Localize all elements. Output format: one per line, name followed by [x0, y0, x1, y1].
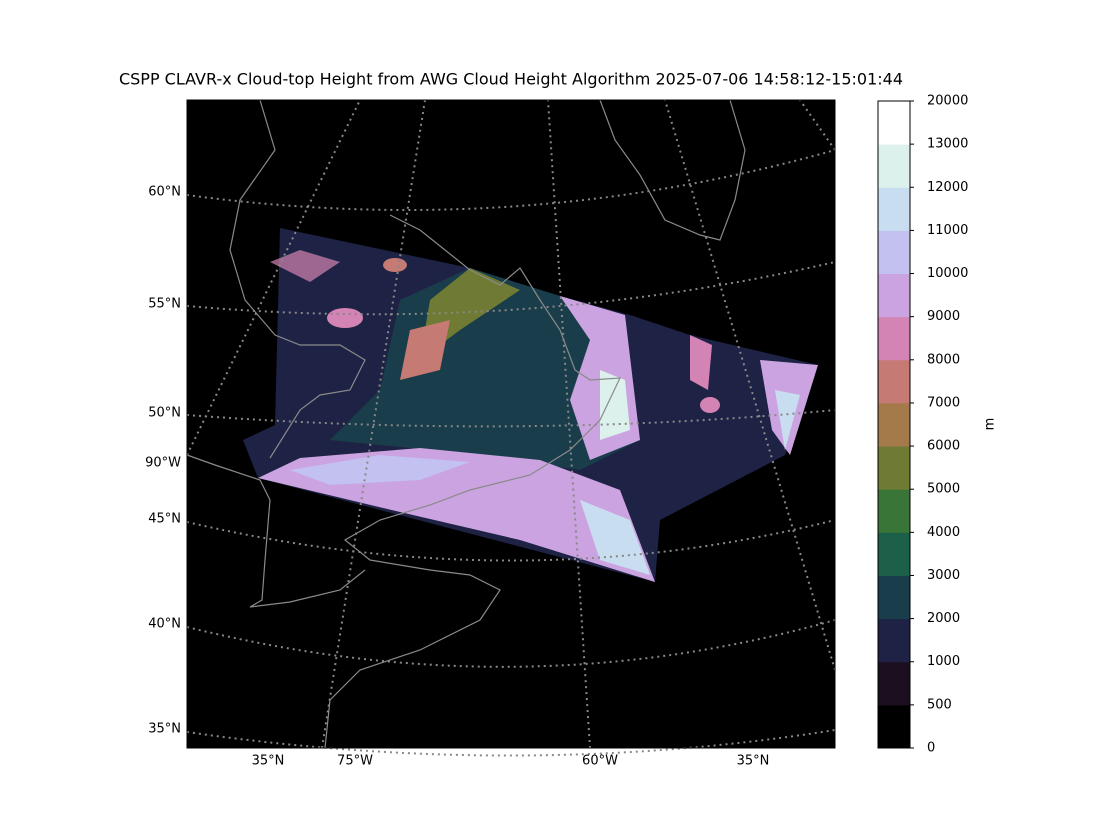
colorbar-segment	[878, 446, 910, 490]
map-frame	[186, 99, 836, 749]
lon-label: 35°N	[252, 754, 285, 769]
map	[186, 99, 836, 757]
lat-label: 50°N	[148, 406, 181, 421]
cloud-swath	[243, 228, 818, 582]
colorbar-tick-label: 11000	[927, 223, 968, 238]
colorbar-segment	[878, 316, 910, 361]
colorbar-tick-label: 9000	[927, 309, 960, 324]
colorbar-tick-label: 1000	[927, 654, 960, 669]
colorbar-segment	[878, 489, 910, 533]
graticule	[186, 99, 836, 757]
colorbar-segment	[878, 230, 910, 275]
lat-label: 40°N	[148, 617, 181, 632]
lat-label: 55°N	[148, 297, 181, 312]
colorbar-tick-label: 12000	[927, 180, 968, 195]
colorbar-tick-label: 4000	[927, 525, 960, 540]
lon-label: 75°W	[337, 754, 373, 769]
colorbar-tick-label: 8000	[927, 352, 960, 367]
colorbar-segment	[878, 187, 910, 231]
lat-label: 35°N	[148, 722, 181, 737]
colorbar-segment	[878, 101, 910, 145]
colorbar-label: m	[983, 418, 998, 431]
colorbar-segment	[878, 144, 910, 188]
colorbar-tick-label: 3000	[927, 568, 960, 583]
colorbar-tick-label: 6000	[927, 439, 960, 454]
colorbar-tick-label: 13000	[927, 137, 968, 152]
colorbar-tick-label: 7000	[927, 395, 960, 410]
colorbar-tick-label: 20000	[927, 94, 968, 109]
coastlines	[186, 99, 746, 749]
lat-label: 60°N	[148, 185, 181, 200]
lat-label: 90°W	[145, 456, 181, 471]
colorbar-segment	[878, 273, 910, 318]
lon-label: 35°N	[737, 754, 770, 769]
colorbar-tick-label: 500	[927, 697, 952, 712]
colorbar-frame	[877, 100, 911, 749]
title: CSPP CLAVR-x Cloud-top Height from AWG C…	[119, 70, 903, 89]
colorbar-segment	[878, 532, 910, 576]
colorbar-segment	[878, 618, 910, 663]
colorbar-tick-label: 0	[927, 741, 935, 756]
lat-label: 45°N	[148, 512, 181, 527]
colorbar-segment	[878, 575, 910, 620]
colorbar-segment	[878, 359, 910, 404]
colorbar-segment	[878, 704, 910, 749]
colorbar-segment	[878, 661, 910, 706]
colorbar-segment	[878, 402, 910, 447]
colorbar-tick-label: 10000	[927, 266, 968, 281]
colorbar-tick-label: 5000	[927, 482, 960, 497]
colorbar-tick-label: 2000	[927, 611, 960, 626]
lon-label: 60°W	[582, 754, 618, 769]
